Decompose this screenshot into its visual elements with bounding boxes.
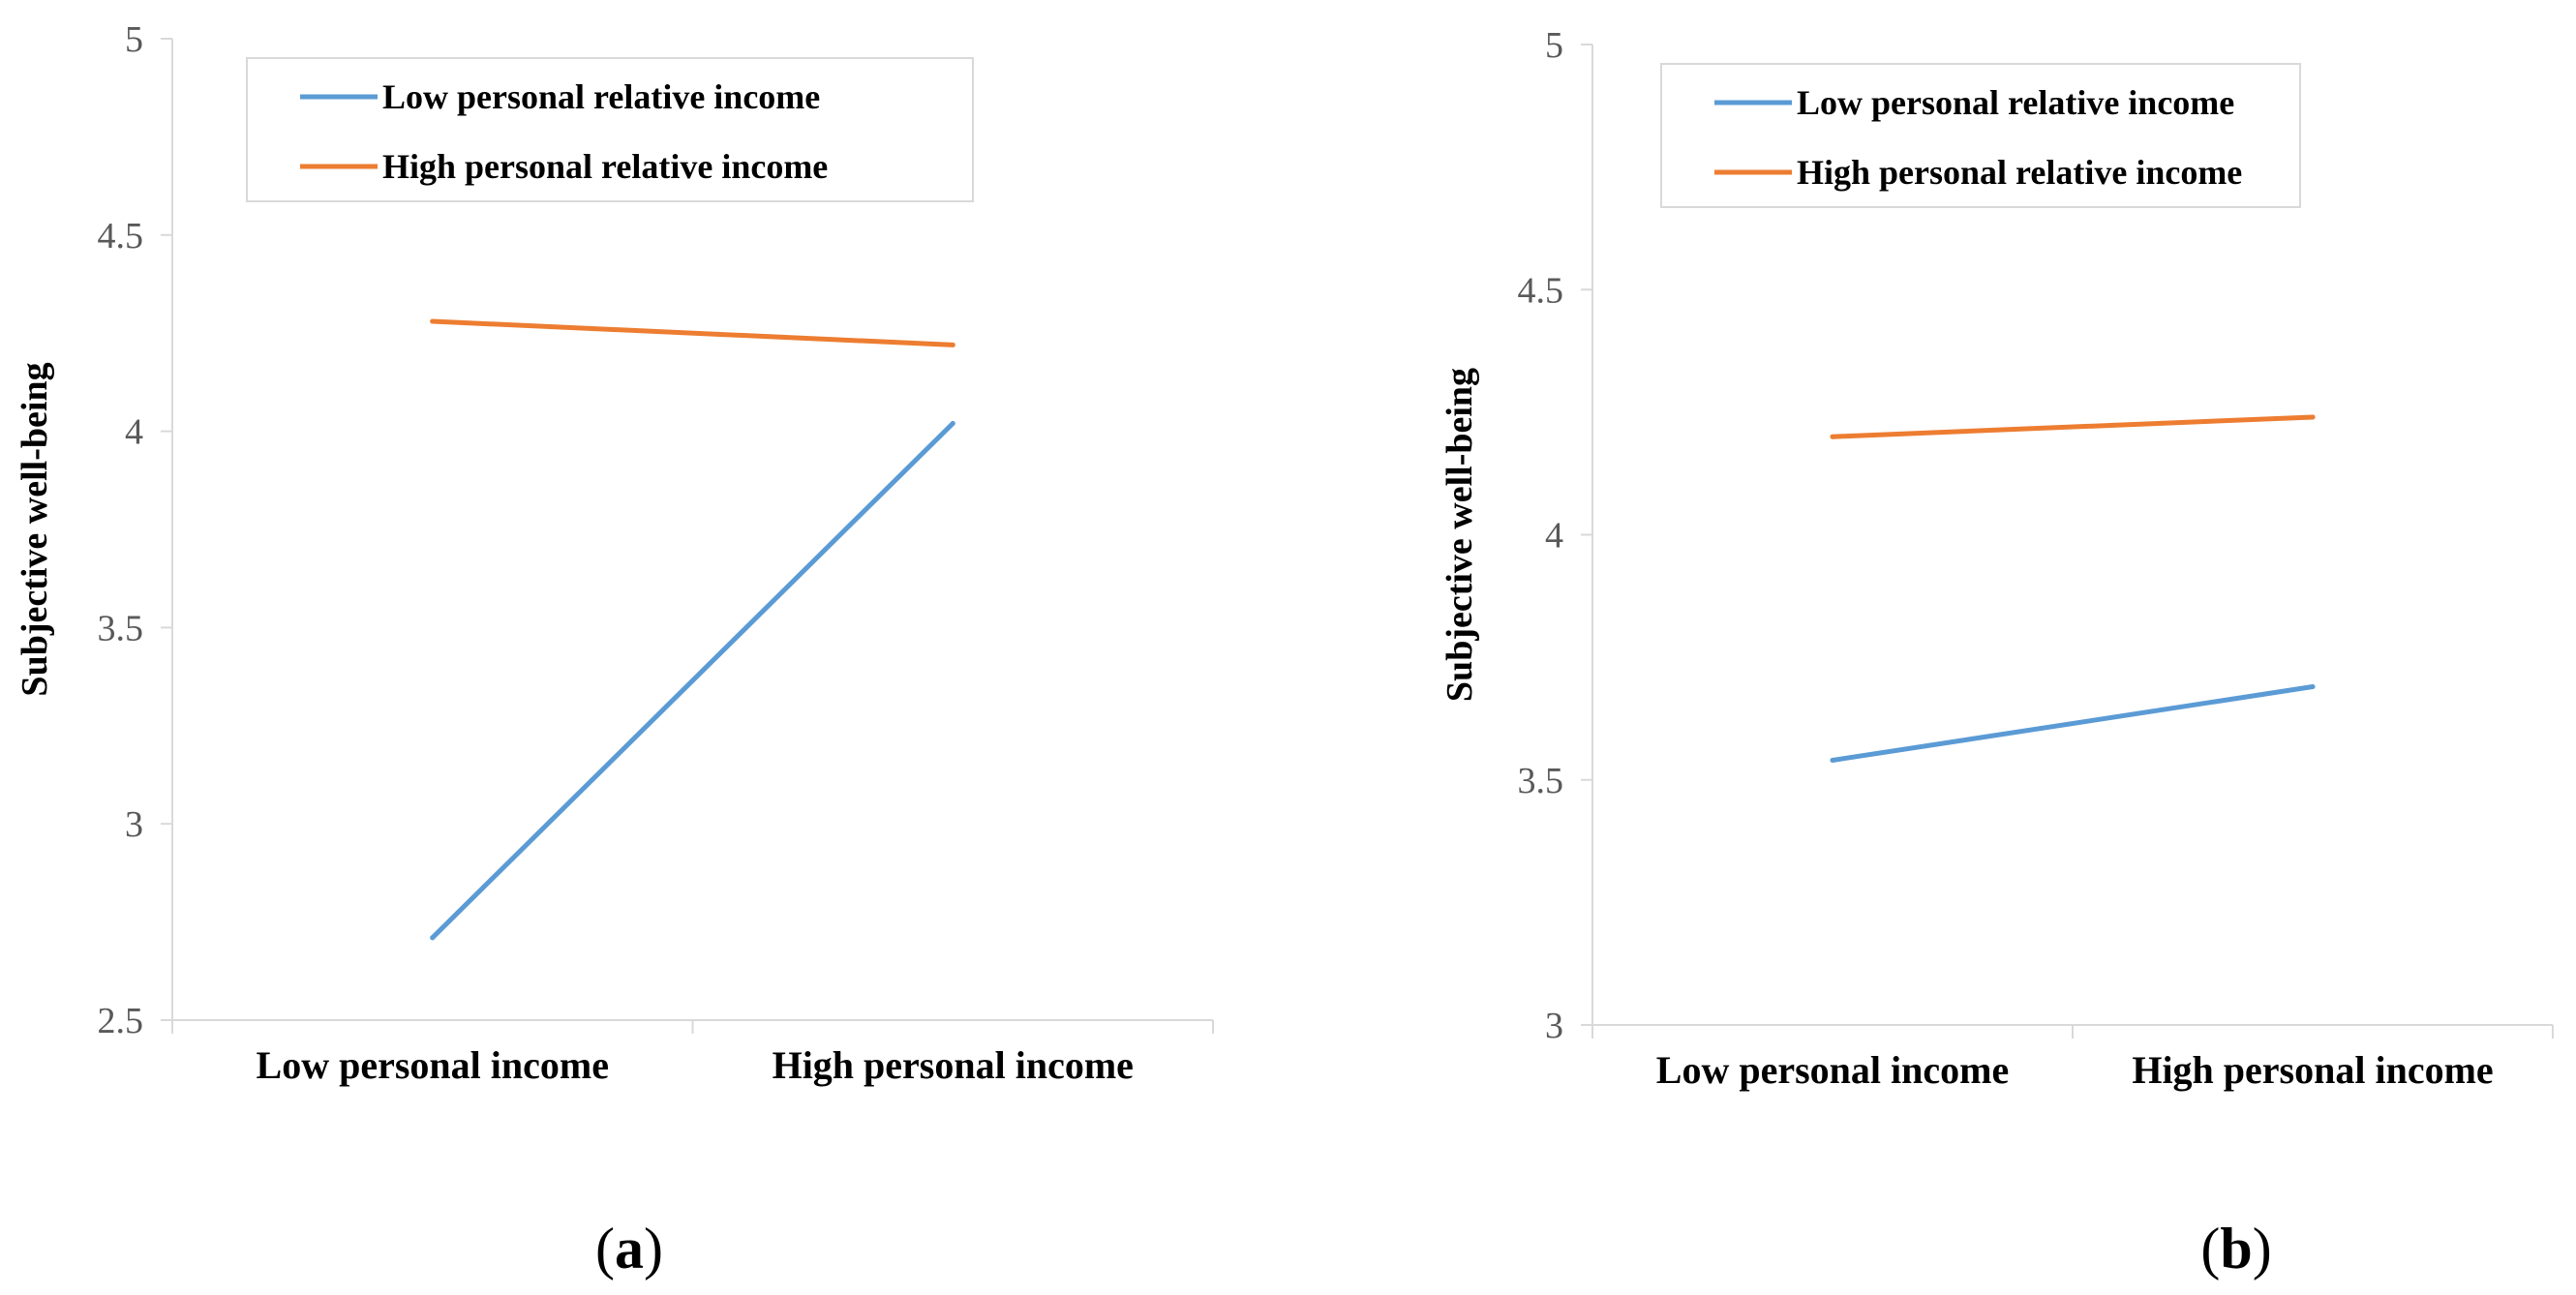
- y-tick-label: 3: [1545, 1006, 1563, 1046]
- data-point: [1830, 757, 1835, 763]
- y-tick-label: 2.5: [98, 1001, 144, 1041]
- legend-label: Low personal relative income: [382, 77, 820, 116]
- panel-label-open-paren: (: [595, 1217, 615, 1280]
- y-tick-label: 4.5: [98, 216, 144, 256]
- series-line-1: [430, 318, 955, 347]
- data-point: [950, 420, 955, 426]
- legend-box: [1660, 63, 2301, 208]
- y-tick-label: 3: [125, 804, 143, 845]
- data-point: [1830, 434, 1835, 439]
- panel-label-letter: a: [615, 1217, 644, 1280]
- x-category-label: Low personal income: [1656, 1048, 2009, 1092]
- panel-label-open-paren: (: [2200, 1217, 2220, 1280]
- panel-label-letter: b: [2220, 1217, 2252, 1280]
- legend-label: Low personal relative income: [1797, 83, 2234, 122]
- y-tick-label: 3.5: [1518, 761, 1564, 801]
- panel-label-close-paren: ): [644, 1217, 663, 1280]
- legend: Low personal relative income High persona…: [246, 57, 974, 202]
- data-point: [2310, 414, 2316, 420]
- y-tick-label: 4: [125, 412, 143, 453]
- data-point: [430, 935, 436, 941]
- x-category-label: High personal income: [2132, 1048, 2493, 1092]
- panel-label: (b): [2200, 1217, 2271, 1280]
- data-point: [2310, 684, 2316, 690]
- series-line-0: [1830, 684, 2316, 763]
- y-axis-title: Subjective well-being: [15, 362, 55, 696]
- y-tick-label: 3.5: [98, 608, 144, 648]
- y-tick-label: 4.5: [1518, 270, 1564, 311]
- series-line-0: [430, 420, 955, 941]
- y-tick-label: 5: [1545, 25, 1563, 66]
- y-axis-title: Subjective well-being: [1440, 368, 1480, 702]
- legend-box: [246, 57, 974, 202]
- legend: Low personal relative income High persona…: [1660, 63, 2301, 208]
- data-point: [430, 318, 436, 324]
- chart-panel-b: 3 3.5 4 4.5 5 Low personal income High persona…: [1440, 25, 2554, 1280]
- data-point: [950, 342, 955, 347]
- series-line-1: [1830, 414, 2316, 439]
- legend-label: High personal relative income: [382, 147, 828, 186]
- x-category-label: High personal income: [773, 1043, 1134, 1087]
- legend-label: High personal relative income: [1797, 153, 2242, 192]
- y-tick-label: 4: [1545, 516, 1563, 557]
- panel-label: (a): [595, 1217, 663, 1280]
- panel-label-close-paren: ): [2253, 1217, 2272, 1280]
- y-tick-label: 5: [125, 19, 143, 60]
- x-category-label: Low personal income: [257, 1043, 609, 1087]
- chart-panel-a: 2.5 3 3.5 4 4.5 5 Low personal income High pers…: [15, 19, 1214, 1280]
